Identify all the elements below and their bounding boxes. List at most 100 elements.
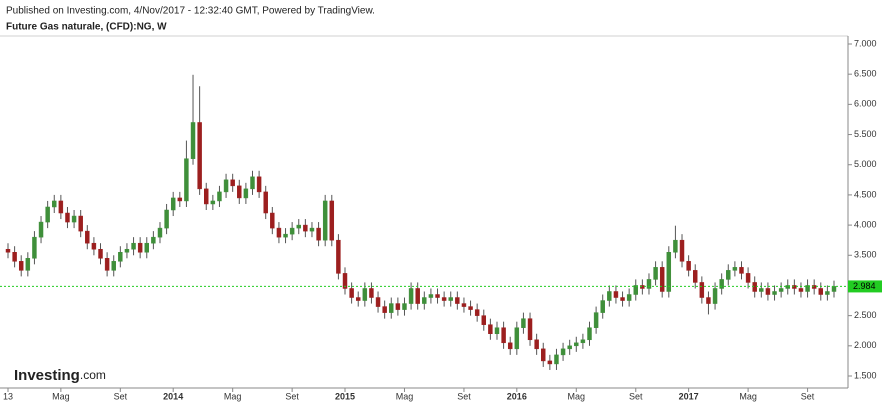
x-tick-label: Set	[801, 391, 815, 401]
candle-body	[170, 197, 176, 211]
candle-body	[85, 230, 90, 244]
logo-main: Investing	[14, 367, 80, 384]
candle-body	[38, 221, 44, 238]
candle-body	[541, 348, 546, 362]
candle-body	[322, 200, 328, 241]
y-tick-label: 4.000	[854, 219, 877, 229]
logo: Investing.com	[14, 367, 106, 384]
candle-body	[726, 270, 731, 280]
candle-body	[567, 345, 572, 350]
candle-body	[732, 267, 738, 271]
candle-body	[395, 303, 401, 310]
candle-body	[435, 294, 440, 298]
candle-body	[825, 291, 830, 295]
candle-body	[521, 318, 526, 328]
x-tick-label: Mag	[739, 391, 757, 401]
candle-body	[25, 258, 31, 271]
candle-body	[369, 288, 374, 298]
candle-body	[752, 282, 757, 292]
candle-body	[137, 242, 143, 253]
candle-body	[507, 342, 513, 350]
candle-body	[468, 306, 473, 310]
candle-body	[785, 285, 790, 289]
candle-body	[534, 339, 539, 350]
candle-body	[217, 191, 222, 202]
candle-body	[514, 327, 520, 350]
x-tick-label: Set	[457, 391, 471, 401]
candle-body	[422, 297, 427, 304]
candle-body	[659, 267, 665, 292]
candle-body	[303, 224, 308, 232]
candle-body	[210, 200, 216, 205]
x-tick-label: Mag	[568, 391, 586, 401]
candle-body	[157, 227, 163, 238]
candle-body	[607, 291, 612, 301]
candle-body	[237, 185, 242, 199]
x-tick-label: Set	[114, 391, 128, 401]
x-tick-label: Mag	[396, 391, 414, 401]
candle-body	[336, 239, 341, 274]
candle-body	[104, 258, 110, 271]
candle-body	[692, 270, 698, 283]
candle-body	[580, 339, 586, 344]
candle-body	[389, 303, 394, 313]
candle-body	[686, 261, 691, 271]
candle-body	[144, 242, 150, 253]
candle-body	[673, 239, 678, 253]
last-price-label: 2.984	[853, 281, 876, 291]
candle-body	[164, 209, 169, 229]
candle-body	[223, 179, 229, 193]
candle-body	[613, 291, 619, 298]
candle-body	[633, 285, 638, 295]
candle-body	[587, 327, 592, 341]
candle-body	[640, 285, 645, 289]
candle-body	[349, 288, 354, 298]
candle-body	[118, 252, 123, 262]
candle-body	[448, 297, 453, 301]
candle-body	[18, 261, 24, 271]
candle-body	[600, 300, 605, 313]
candle-body	[402, 303, 407, 310]
candle-body	[455, 297, 460, 304]
candle-body	[474, 309, 480, 316]
y-tick-label: 6.500	[854, 69, 877, 79]
candle-body	[309, 227, 315, 232]
candle-body	[415, 288, 420, 304]
x-tick-label: Mag	[224, 391, 242, 401]
candle-body	[461, 303, 467, 307]
candle-body	[441, 297, 447, 301]
candle-body	[481, 315, 487, 325]
x-tick-label: 2015	[335, 391, 355, 401]
candle-body	[620, 297, 625, 301]
y-tick-label: 2.000	[854, 340, 877, 350]
x-tick-label: 2017	[679, 391, 699, 401]
candle-body	[831, 286, 837, 292]
candle-body	[256, 176, 262, 193]
candle-body	[124, 248, 130, 253]
candle-body	[329, 200, 335, 241]
candle-body	[554, 354, 559, 365]
y-tick-label: 5.000	[854, 159, 877, 169]
x-tick-label: 2016	[507, 391, 527, 401]
candle-body	[626, 294, 632, 301]
candle-body	[811, 285, 817, 289]
candle-body	[375, 297, 381, 307]
candle-body	[131, 242, 136, 250]
candle-body	[184, 158, 189, 202]
last-price-box	[848, 280, 882, 293]
candle-body	[197, 122, 202, 190]
candle-body	[5, 248, 11, 253]
candle-body	[501, 327, 506, 344]
candle-body	[204, 188, 209, 205]
candle-body	[177, 197, 183, 202]
candle-body	[547, 360, 553, 365]
candle-body	[712, 288, 718, 304]
candle-body	[792, 285, 797, 289]
candle-body	[494, 327, 500, 334]
candle-body	[230, 179, 235, 187]
candle-body	[190, 122, 196, 159]
candle-body	[45, 206, 50, 223]
